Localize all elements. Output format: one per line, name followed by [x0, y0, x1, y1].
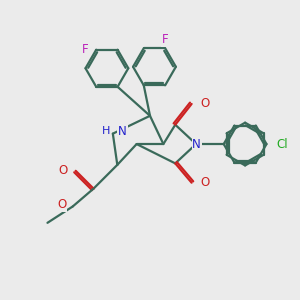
Text: O: O — [58, 164, 68, 177]
Text: H: H — [102, 126, 110, 136]
Text: O: O — [200, 98, 209, 110]
Text: O: O — [200, 176, 209, 189]
Text: O: O — [57, 199, 66, 212]
Text: N: N — [118, 125, 127, 138]
Text: F: F — [162, 33, 169, 46]
Text: Cl: Cl — [276, 138, 288, 151]
Text: F: F — [82, 43, 89, 56]
Text: N: N — [192, 138, 201, 151]
